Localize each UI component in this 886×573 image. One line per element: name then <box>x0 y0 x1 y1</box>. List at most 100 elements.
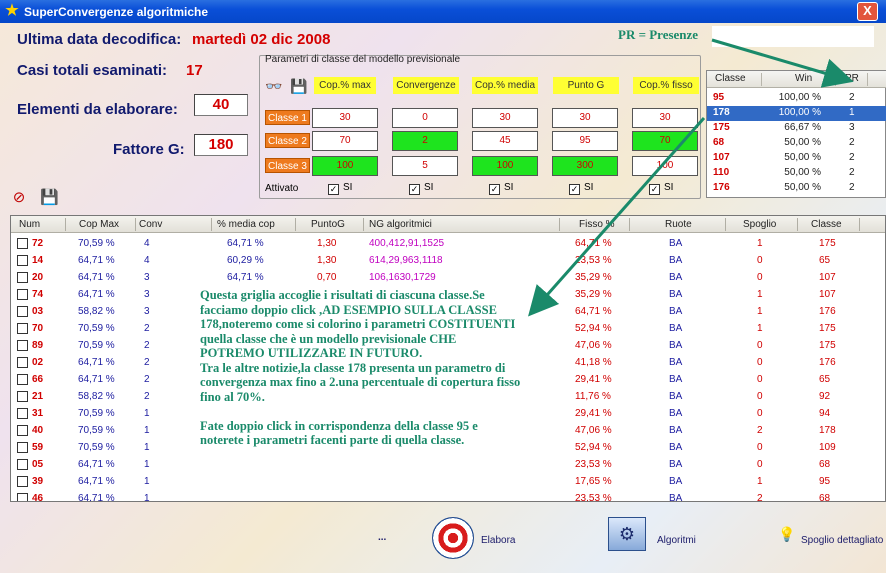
grid-header-fisso[interactable]: Fisso % <box>579 219 615 230</box>
class-list-row[interactable]: 110 50,00 % 2 <box>707 166 886 181</box>
checkbox-mark[interactable]: ✓ <box>489 184 500 195</box>
cell-fisso: 17,65 % <box>575 476 612 487</box>
row-checkbox[interactable] <box>17 459 28 470</box>
param-cell-2-5[interactable]: 70 <box>632 131 698 151</box>
class-list-pr: 1 <box>849 107 855 118</box>
activated-checkbox-3[interactable]: ✓ SI <box>489 182 513 195</box>
table-row[interactable]: 02 64,71 % 2 41,18 % BA 0 176 <box>11 354 885 371</box>
row-checkbox[interactable] <box>17 238 28 249</box>
lightbulb-icon[interactable]: 💡 <box>778 526 796 542</box>
class-list-row[interactable]: 178 100,00 % 1 <box>707 106 886 121</box>
grid-header-ng[interactable]: NG algoritmici <box>369 219 432 230</box>
table-row[interactable]: 70 70,59 % 2 52,94 % BA 1 175 <box>11 320 885 337</box>
param-cell-2-2[interactable]: 2 <box>392 131 458 151</box>
save-icon[interactable]: 💾 <box>290 78 308 94</box>
grid-header-num[interactable]: Num <box>19 219 41 230</box>
table-row[interactable]: 14 64,71 % 4 60,29 % 1,30 614,29,963,1118 23,5… <box>11 252 885 269</box>
param-cell-2-4[interactable]: 95 <box>552 131 618 151</box>
param-cell-2-3[interactable]: 45 <box>472 131 538 151</box>
class-row-label-2[interactable]: Classe 2 <box>265 133 310 148</box>
cell-cop: 64,71 % <box>78 493 115 502</box>
cell-fisso: 11,76 % <box>575 391 611 402</box>
checkbox-mark[interactable]: ✓ <box>569 184 580 195</box>
param-cell-3-4[interactable]: 300 <box>552 156 618 176</box>
elabora-button[interactable]: Elabora <box>481 535 516 546</box>
class-row-label-3[interactable]: Classe 3 <box>265 158 310 173</box>
param-cell-3-5[interactable]: 100 <box>632 156 698 176</box>
row-checkbox[interactable] <box>17 374 28 385</box>
elements-input[interactable]: 40 <box>194 94 248 116</box>
table-row[interactable]: 31 70,59 % 1 29,41 % BA 0 94 <box>11 405 885 422</box>
grid-header-spoglio[interactable]: Spoglio <box>743 219 777 230</box>
cell-fisso: 29,41 % <box>575 408 612 419</box>
param-cell-1-4[interactable]: 30 <box>552 108 618 128</box>
activated-checkbox-4[interactable]: ✓ SI <box>569 182 593 195</box>
algorithms-icon[interactable]: ⚙ <box>608 517 646 551</box>
cell-ng: 614,29,963,1118 <box>369 255 443 266</box>
cell-num: 05 <box>32 459 44 470</box>
row-checkbox[interactable] <box>17 357 28 368</box>
row-checkbox[interactable] <box>17 476 28 487</box>
class-list-row[interactable]: 107 50,00 % 2 <box>707 151 886 166</box>
table-row[interactable]: 40 70,59 % 1 47,06 % BA 2 178 <box>11 422 885 439</box>
class-list-row[interactable]: 95 100,00 % 2 <box>707 91 886 106</box>
table-row[interactable]: 46 64,71 % 1 23,53 % BA 2 68 <box>11 490 885 502</box>
row-checkbox[interactable] <box>17 323 28 334</box>
param-cell-3-3[interactable]: 100 <box>472 156 538 176</box>
class-list-row[interactable]: 176 50,00 % 2 <box>707 181 886 196</box>
cell-fisso: 47,06 % <box>575 425 612 436</box>
row-checkbox[interactable] <box>17 425 28 436</box>
cell-classe: 68 <box>819 493 831 502</box>
grid-header-media[interactable]: % media cop <box>217 219 275 230</box>
grid-header-puntog[interactable]: PuntoG <box>311 219 345 230</box>
class-row-label-1[interactable]: Classe 1 <box>265 110 310 125</box>
activated-checkbox-1[interactable]: ✓ SI <box>328 182 352 195</box>
row-checkbox[interactable] <box>17 493 28 501</box>
activated-checkbox-2[interactable]: ✓ SI <box>409 182 433 195</box>
table-row[interactable]: 72 70,59 % 4 64,71 % 1,30 400,412,91,1525 64,7… <box>11 235 885 252</box>
table-row[interactable]: 59 70,59 % 1 52,94 % BA 0 109 <box>11 439 885 456</box>
stop-icon[interactable]: ⊘ <box>12 189 26 206</box>
param-cell-2-1[interactable]: 70 <box>312 131 378 151</box>
table-row[interactable]: 21 58,82 % 2 11,76 % BA 0 92 <box>11 388 885 405</box>
checkbox-mark[interactable]: ✓ <box>328 184 339 195</box>
class-list-row[interactable]: 175 66,67 % 3 <box>707 121 886 136</box>
table-row[interactable]: 20 64,71 % 3 64,71 % 0,70 106,1630,1729 35,29 … <box>11 269 885 286</box>
checkbox-mark[interactable]: ✓ <box>409 184 420 195</box>
spoglio-button[interactable]: Spoglio dettagliato <box>801 535 884 546</box>
activated-checkbox-5[interactable]: ✓ SI <box>649 182 673 195</box>
row-checkbox[interactable] <box>17 289 28 300</box>
close-button[interactable]: X <box>857 2 878 21</box>
param-cell-1-1[interactable]: 30 <box>312 108 378 128</box>
cell-num: 74 <box>32 289 44 300</box>
class-list-classe: 68 <box>713 137 725 148</box>
checkbox-mark[interactable]: ✓ <box>649 184 660 195</box>
grid-header-ruote[interactable]: Ruote <box>665 219 692 230</box>
target-icon[interactable] <box>432 517 474 559</box>
param-cell-3-1[interactable]: 100 <box>312 156 378 176</box>
algoritmi-button[interactable]: Algoritmi <box>657 535 696 546</box>
more-dots[interactable]: ... <box>378 532 387 543</box>
class-list-row[interactable]: 68 50,00 % 2 <box>707 136 886 151</box>
param-cell-1-2[interactable]: 0 <box>392 108 458 128</box>
row-checkbox[interactable] <box>17 391 28 402</box>
factor-input[interactable]: 180 <box>194 134 248 156</box>
table-row[interactable]: 05 64,71 % 1 23,53 % BA 0 68 <box>11 456 885 473</box>
table-row[interactable]: 89 70,59 % 2 47,06 % BA 0 175 <box>11 337 885 354</box>
row-checkbox[interactable] <box>17 306 28 317</box>
grid-header-cop-max[interactable]: Cop Max <box>79 219 120 230</box>
grid-header-classe[interactable]: Classe <box>811 219 842 230</box>
row-checkbox[interactable] <box>17 442 28 453</box>
table-row[interactable]: 39 64,71 % 1 17,65 % BA 1 95 <box>11 473 885 490</box>
param-cell-1-3[interactable]: 30 <box>472 108 538 128</box>
grid-header-conv[interactable]: Conv <box>139 219 163 230</box>
table-row[interactable]: 66 64,71 % 2 29,41 % BA 0 65 <box>11 371 885 388</box>
save-icon[interactable]: 💾 <box>40 189 59 206</box>
param-cell-3-2[interactable]: 5 <box>392 156 458 176</box>
row-checkbox[interactable] <box>17 255 28 266</box>
param-cell-1-5[interactable]: 30 <box>632 108 698 128</box>
row-checkbox[interactable] <box>17 272 28 283</box>
row-checkbox[interactable] <box>17 408 28 419</box>
binoculars-icon[interactable]: 👓 <box>265 78 283 94</box>
row-checkbox[interactable] <box>17 340 28 351</box>
